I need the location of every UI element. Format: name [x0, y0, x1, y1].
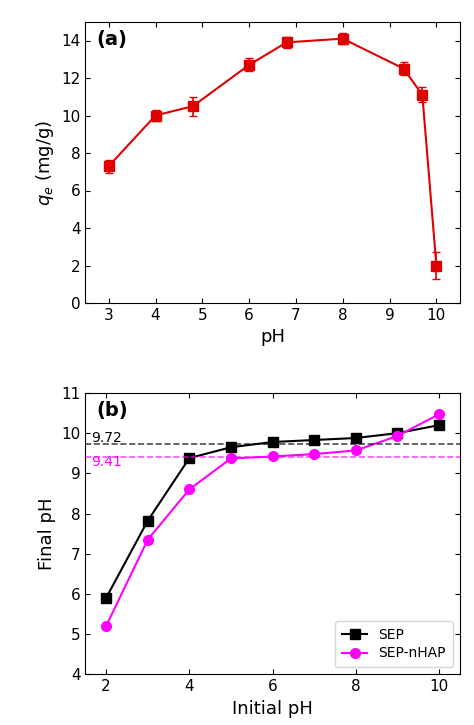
SEP — [145, 516, 151, 525]
Line: SEP: SEP — [101, 420, 444, 602]
SEP-nHAP — [311, 450, 317, 458]
SEP — [311, 436, 317, 444]
SEP-nHAP — [353, 446, 359, 455]
SEP-nHAP — [103, 621, 109, 630]
SEP-nHAP — [436, 410, 442, 418]
SEP-nHAP — [186, 485, 192, 494]
SEP — [436, 420, 442, 429]
Text: 9.72: 9.72 — [91, 431, 122, 445]
SEP — [353, 434, 359, 442]
SEP-nHAP — [394, 431, 400, 440]
SEP-nHAP — [270, 452, 275, 461]
SEP — [394, 428, 400, 437]
SEP-nHAP — [145, 535, 151, 544]
Text: 9.41: 9.41 — [91, 455, 122, 469]
Y-axis label: Final pH: Final pH — [37, 497, 55, 570]
Legend: SEP, SEP-nHAP: SEP, SEP-nHAP — [335, 621, 453, 667]
X-axis label: pH: pH — [260, 328, 285, 347]
Y-axis label: $q_e$ (mg/g): $q_e$ (mg/g) — [34, 119, 55, 206]
SEP — [103, 594, 109, 602]
SEP — [186, 454, 192, 463]
Text: (a): (a) — [97, 30, 128, 49]
X-axis label: Initial pH: Initial pH — [232, 700, 313, 718]
Line: SEP-nHAP: SEP-nHAP — [101, 410, 444, 631]
SEP — [228, 443, 234, 452]
SEP — [270, 438, 275, 447]
Text: (b): (b) — [97, 402, 128, 420]
SEP-nHAP — [228, 454, 234, 463]
